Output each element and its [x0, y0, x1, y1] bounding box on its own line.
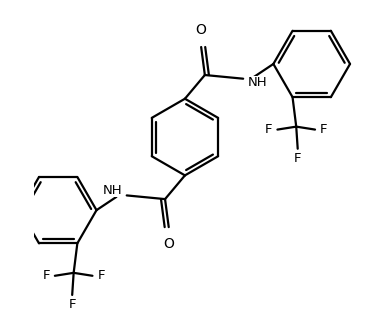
Text: F: F: [69, 298, 76, 311]
Text: F: F: [42, 269, 50, 282]
Text: F: F: [294, 152, 301, 165]
Text: NH: NH: [103, 184, 122, 198]
Text: NH: NH: [248, 76, 267, 89]
Text: F: F: [265, 123, 272, 136]
Text: O: O: [163, 237, 174, 251]
Text: F: F: [320, 123, 328, 136]
Text: O: O: [196, 23, 207, 38]
Text: F: F: [98, 269, 105, 282]
